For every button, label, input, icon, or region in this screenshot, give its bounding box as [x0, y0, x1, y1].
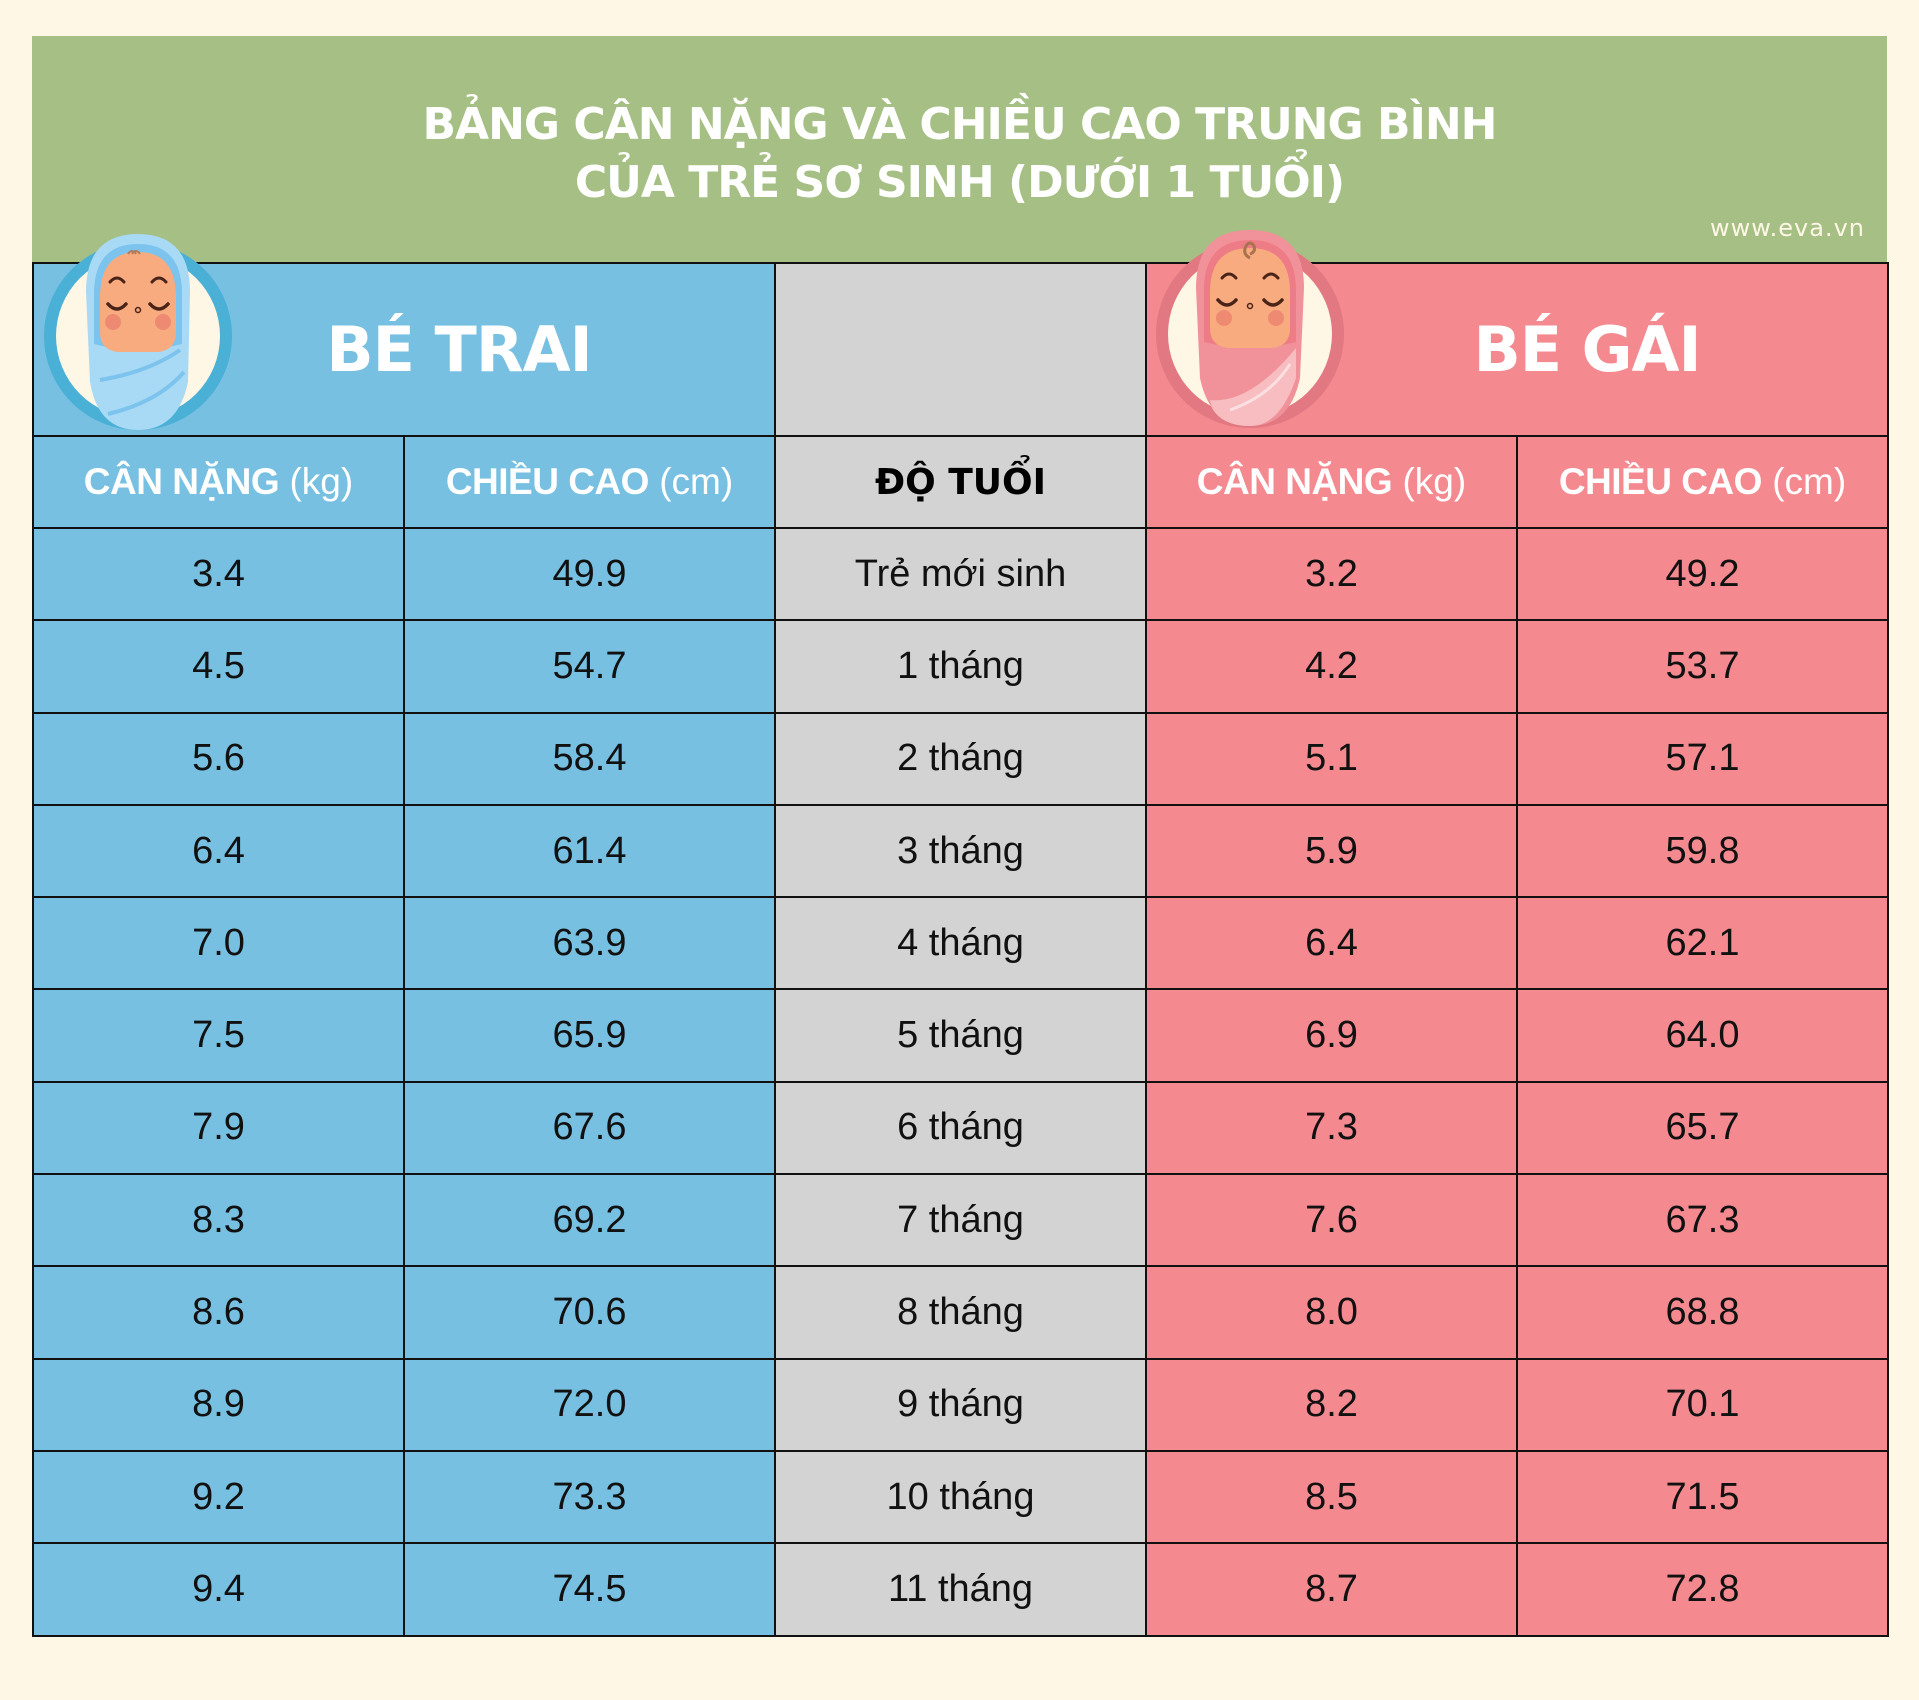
- girl-weight-cell: 3.2: [1145, 526, 1518, 622]
- page-title: BẢNG CÂN NẶNG VÀ CHIỀU CAO TRUNG BÌNH CỦ…: [32, 96, 1887, 212]
- girl-weight-cell: 7.3: [1145, 1080, 1518, 1176]
- girl-height-header-unit: (cm): [1772, 461, 1847, 502]
- boy-height-cell: 58.4: [403, 711, 776, 806]
- age-cell: 8 tháng: [774, 1265, 1147, 1360]
- age-cell: 5 tháng: [774, 988, 1147, 1083]
- age-cell: 2 tháng: [774, 711, 1147, 806]
- boy-weight-cell: 8.3: [32, 1173, 405, 1268]
- growth-table: BÉ TRAI BÉ GÁI CÂN NẶNG (kg) CHIỀU CAO (…: [32, 262, 1890, 1637]
- girl-weight-cell: 5.1: [1145, 711, 1518, 806]
- boy-height-cell: 49.9: [403, 526, 776, 622]
- girl-weight-cell: 8.2: [1145, 1357, 1518, 1452]
- boy-height-header-label: CHIỀU CAO: [445, 461, 650, 502]
- boy-height-cell: 63.9: [403, 896, 776, 991]
- age-cell: 3 tháng: [774, 803, 1147, 899]
- boy-weight-cell: 8.6: [32, 1265, 405, 1360]
- table-row: 7.0 63.9 4 tháng 6.4 62.1: [32, 896, 1890, 991]
- table-row: 8.6 70.6 8 tháng 8.0 68.8: [32, 1265, 1890, 1360]
- boy-height-header-unit: (cm): [659, 461, 734, 502]
- boy-height-cell: 73.3: [403, 1449, 776, 1545]
- table-row: 9.2 73.3 10 tháng 8.5 71.5: [32, 1449, 1890, 1545]
- column-header-row: CÂN NẶNG (kg) CHIỀU CAO (cm) ĐỘ TUỔI CÂN…: [32, 435, 1890, 529]
- girl-weight-cell: 6.9: [1145, 988, 1518, 1083]
- age-cell: 9 tháng: [774, 1357, 1147, 1452]
- gender-header-row: BÉ TRAI BÉ GÁI: [32, 262, 1890, 437]
- age-cell: 4 tháng: [774, 896, 1147, 991]
- boy-height-cell: 67.6: [403, 1080, 776, 1176]
- boy-weight-cell: 9.2: [32, 1449, 405, 1545]
- girl-height-cell: 67.3: [1515, 1173, 1890, 1268]
- age-cell: 6 tháng: [774, 1080, 1147, 1176]
- girl-weight-header-unit: (kg): [1402, 461, 1467, 502]
- boy-weight-cell: 9.4: [32, 1542, 405, 1637]
- baby-boy-icon: [44, 234, 232, 430]
- boy-height-cell: 70.6: [403, 1265, 776, 1360]
- girl-weight-header-label: CÂN NẶNG: [1196, 461, 1393, 502]
- table-row: 6.4 61.4 3 tháng 5.9 59.8: [32, 803, 1890, 899]
- boy-weight-cell: 3.4: [32, 526, 405, 622]
- table-row: 3.4 49.9 Trẻ mới sinh 3.2 49.2: [32, 526, 1890, 622]
- boy-weight-cell: 7.5: [32, 988, 405, 1083]
- girl-height-cell: 64.0: [1515, 988, 1890, 1083]
- girl-weight-cell: 6.4: [1145, 896, 1518, 991]
- girl-weight-cell: 7.6: [1145, 1173, 1518, 1268]
- table-row: 8.9 72.0 9 tháng 8.2 70.1: [32, 1357, 1890, 1452]
- boy-height-cell: 69.2: [403, 1173, 776, 1268]
- boy-height-cell: 65.9: [403, 988, 776, 1083]
- boy-height-cell: 54.7: [403, 619, 776, 714]
- boy-weight-cell: 7.0: [32, 896, 405, 991]
- site-watermark: www.eva.vn: [1709, 214, 1865, 242]
- boy-weight-header: CÂN NẶNG (kg): [32, 435, 405, 529]
- boy-weight-header-label: CÂN NẶNG: [83, 461, 280, 502]
- table-row: 8.3 69.2 7 tháng 7.6 67.3: [32, 1173, 1890, 1268]
- girl-height-cell: 68.8: [1515, 1265, 1890, 1360]
- girl-height-cell: 53.7: [1515, 619, 1890, 714]
- girl-height-cell: 70.1: [1515, 1357, 1890, 1452]
- age-cell: Trẻ mới sinh: [774, 526, 1147, 622]
- table-row: 9.4 74.5 11 tháng 8.7 72.8: [32, 1542, 1890, 1637]
- table-body: 3.4 49.9 Trẻ mới sinh 3.2 49.2 4.5 54.7 …: [32, 526, 1890, 1637]
- girl-weight-header: CÂN NẶNG (kg): [1145, 435, 1518, 529]
- boy-height-cell: 74.5: [403, 1542, 776, 1637]
- baby-girl-icon: [1156, 230, 1344, 428]
- table-row: 7.5 65.9 5 tháng 6.9 64.0: [32, 988, 1890, 1083]
- girl-height-header: CHIỀU CAO (cm): [1515, 435, 1890, 529]
- boy-weight-cell: 5.6: [32, 711, 405, 806]
- girl-weight-cell: 8.7: [1145, 1542, 1518, 1637]
- age-cell: 10 tháng: [774, 1449, 1147, 1545]
- girl-height-cell: 65.7: [1515, 1080, 1890, 1176]
- boy-weight-cell: 8.9: [32, 1357, 405, 1452]
- age-header: ĐỘ TUỔI: [774, 435, 1147, 529]
- boy-height-header: CHIỀU CAO (cm): [403, 435, 776, 529]
- girl-height-cell: 71.5: [1515, 1449, 1890, 1545]
- girl-label: BÉ GÁI: [1473, 313, 1701, 386]
- girl-weight-cell: 5.9: [1145, 803, 1518, 899]
- table-row: 7.9 67.6 6 tháng 7.3 65.7: [32, 1080, 1890, 1176]
- age-section-header: [774, 262, 1147, 437]
- table-row: 4.5 54.7 1 tháng 4.2 53.7: [32, 619, 1890, 714]
- title-banner: BẢNG CÂN NẶNG VÀ CHIỀU CAO TRUNG BÌNH CỦ…: [32, 36, 1887, 262]
- age-cell: 11 tháng: [774, 1542, 1147, 1637]
- girl-height-cell: 59.8: [1515, 803, 1890, 899]
- girl-height-cell: 62.1: [1515, 896, 1890, 991]
- boy-height-cell: 72.0: [403, 1357, 776, 1452]
- title-line-2: CỦA TRẺ SƠ SINH (DƯỚI 1 TUỔI): [574, 157, 1345, 208]
- age-cell: 1 tháng: [774, 619, 1147, 714]
- boy-weight-cell: 6.4: [32, 803, 405, 899]
- girl-height-header-label: CHIỀU CAO: [1558, 461, 1763, 502]
- boy-weight-cell: 4.5: [32, 619, 405, 714]
- boy-weight-header-unit: (kg): [289, 461, 354, 502]
- girl-weight-cell: 4.2: [1145, 619, 1518, 714]
- girl-height-cell: 72.8: [1515, 1542, 1890, 1637]
- boy-height-cell: 61.4: [403, 803, 776, 899]
- boy-weight-cell: 7.9: [32, 1080, 405, 1176]
- boy-label: BÉ TRAI: [326, 313, 592, 386]
- girl-height-cell: 57.1: [1515, 711, 1890, 806]
- girl-height-cell: 49.2: [1515, 526, 1890, 622]
- table-row: 5.6 58.4 2 tháng 5.1 57.1: [32, 711, 1890, 806]
- age-cell: 7 tháng: [774, 1173, 1147, 1268]
- girl-weight-cell: 8.0: [1145, 1265, 1518, 1360]
- title-line-1: BẢNG CÂN NẶNG VÀ CHIỀU CAO TRUNG BÌNH: [422, 99, 1498, 150]
- girl-weight-cell: 8.5: [1145, 1449, 1518, 1545]
